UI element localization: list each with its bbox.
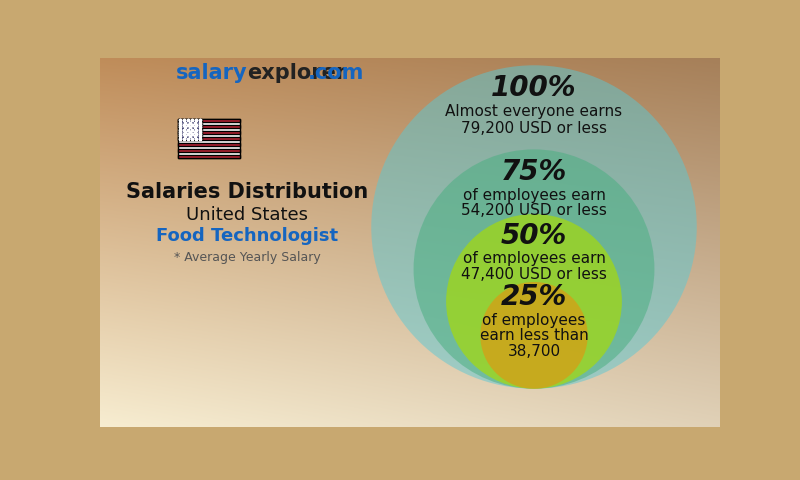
Text: 50%: 50% (501, 222, 567, 250)
FancyBboxPatch shape (178, 137, 239, 140)
Text: 54,200 USD or less: 54,200 USD or less (461, 204, 607, 218)
FancyBboxPatch shape (178, 131, 239, 134)
Circle shape (371, 65, 697, 389)
Text: salary: salary (176, 63, 247, 83)
FancyBboxPatch shape (178, 119, 239, 122)
Text: earn less than: earn less than (480, 328, 588, 343)
Text: 79,200 USD or less: 79,200 USD or less (461, 121, 607, 136)
Text: * Average Yearly Salary: * Average Yearly Salary (174, 252, 321, 264)
Circle shape (480, 282, 588, 389)
Text: of employees earn: of employees earn (462, 251, 606, 266)
Text: .com: .com (308, 63, 364, 83)
Text: 100%: 100% (491, 74, 577, 102)
Text: Almost everyone earns: Almost everyone earns (446, 104, 622, 119)
Text: Salaries Distribution: Salaries Distribution (126, 182, 368, 203)
Text: 38,700: 38,700 (507, 344, 561, 359)
Text: of employees: of employees (482, 313, 586, 328)
FancyBboxPatch shape (178, 143, 239, 146)
Text: 25%: 25% (501, 283, 567, 312)
Text: of employees earn: of employees earn (462, 188, 606, 203)
Text: 47,400 USD or less: 47,400 USD or less (461, 266, 607, 282)
Circle shape (446, 214, 622, 389)
Text: explorer: explorer (247, 63, 346, 83)
FancyBboxPatch shape (178, 155, 239, 158)
Text: Food Technologist: Food Technologist (156, 227, 338, 245)
FancyBboxPatch shape (178, 125, 239, 128)
FancyBboxPatch shape (178, 119, 202, 140)
FancyBboxPatch shape (178, 119, 239, 158)
Text: 75%: 75% (501, 158, 567, 187)
Text: United States: United States (186, 206, 308, 225)
FancyBboxPatch shape (178, 149, 239, 152)
Circle shape (414, 149, 654, 389)
